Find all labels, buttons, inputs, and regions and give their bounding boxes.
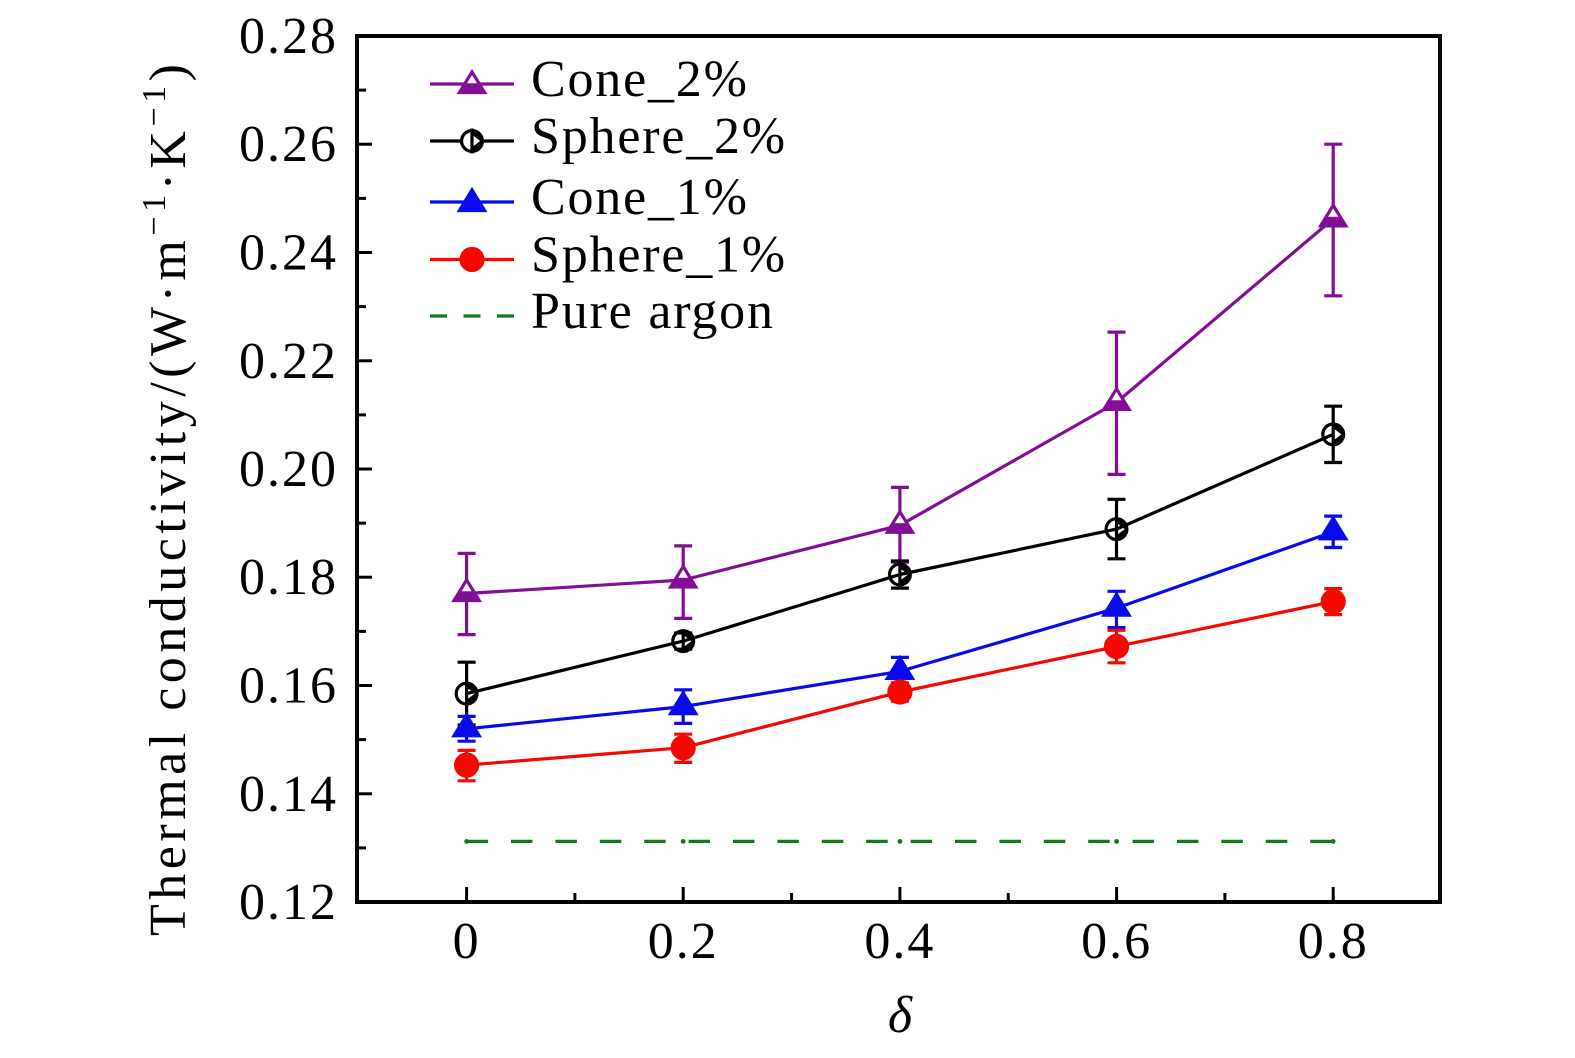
svg-text:δ: δ (888, 987, 913, 1044)
svg-text:0.14: 0.14 (239, 766, 338, 823)
svg-text:Sphere_2%: Sphere_2% (531, 108, 787, 165)
svg-text:0.12: 0.12 (239, 874, 338, 931)
svg-text:Pure argon: Pure argon (531, 283, 775, 340)
svg-text:0.16: 0.16 (239, 658, 338, 715)
svg-text:0.20: 0.20 (239, 441, 338, 498)
svg-text:Sphere_1%: Sphere_1% (531, 227, 787, 284)
svg-text:0.2: 0.2 (648, 913, 719, 970)
svg-text:Cone_2%: Cone_2% (531, 51, 749, 108)
svg-text:0.18: 0.18 (239, 549, 338, 606)
svg-text:0.22: 0.22 (239, 333, 338, 390)
svg-text:0.4: 0.4 (864, 913, 935, 970)
svg-text:0.24: 0.24 (239, 225, 338, 282)
svg-text:0.6: 0.6 (1081, 913, 1152, 970)
svg-text:0: 0 (453, 913, 481, 970)
svg-text:0.8: 0.8 (1298, 913, 1369, 970)
svg-text:0.28: 0.28 (239, 8, 338, 65)
svg-text:0.26: 0.26 (239, 116, 338, 173)
svg-text:Cone_1%: Cone_1% (531, 169, 749, 226)
